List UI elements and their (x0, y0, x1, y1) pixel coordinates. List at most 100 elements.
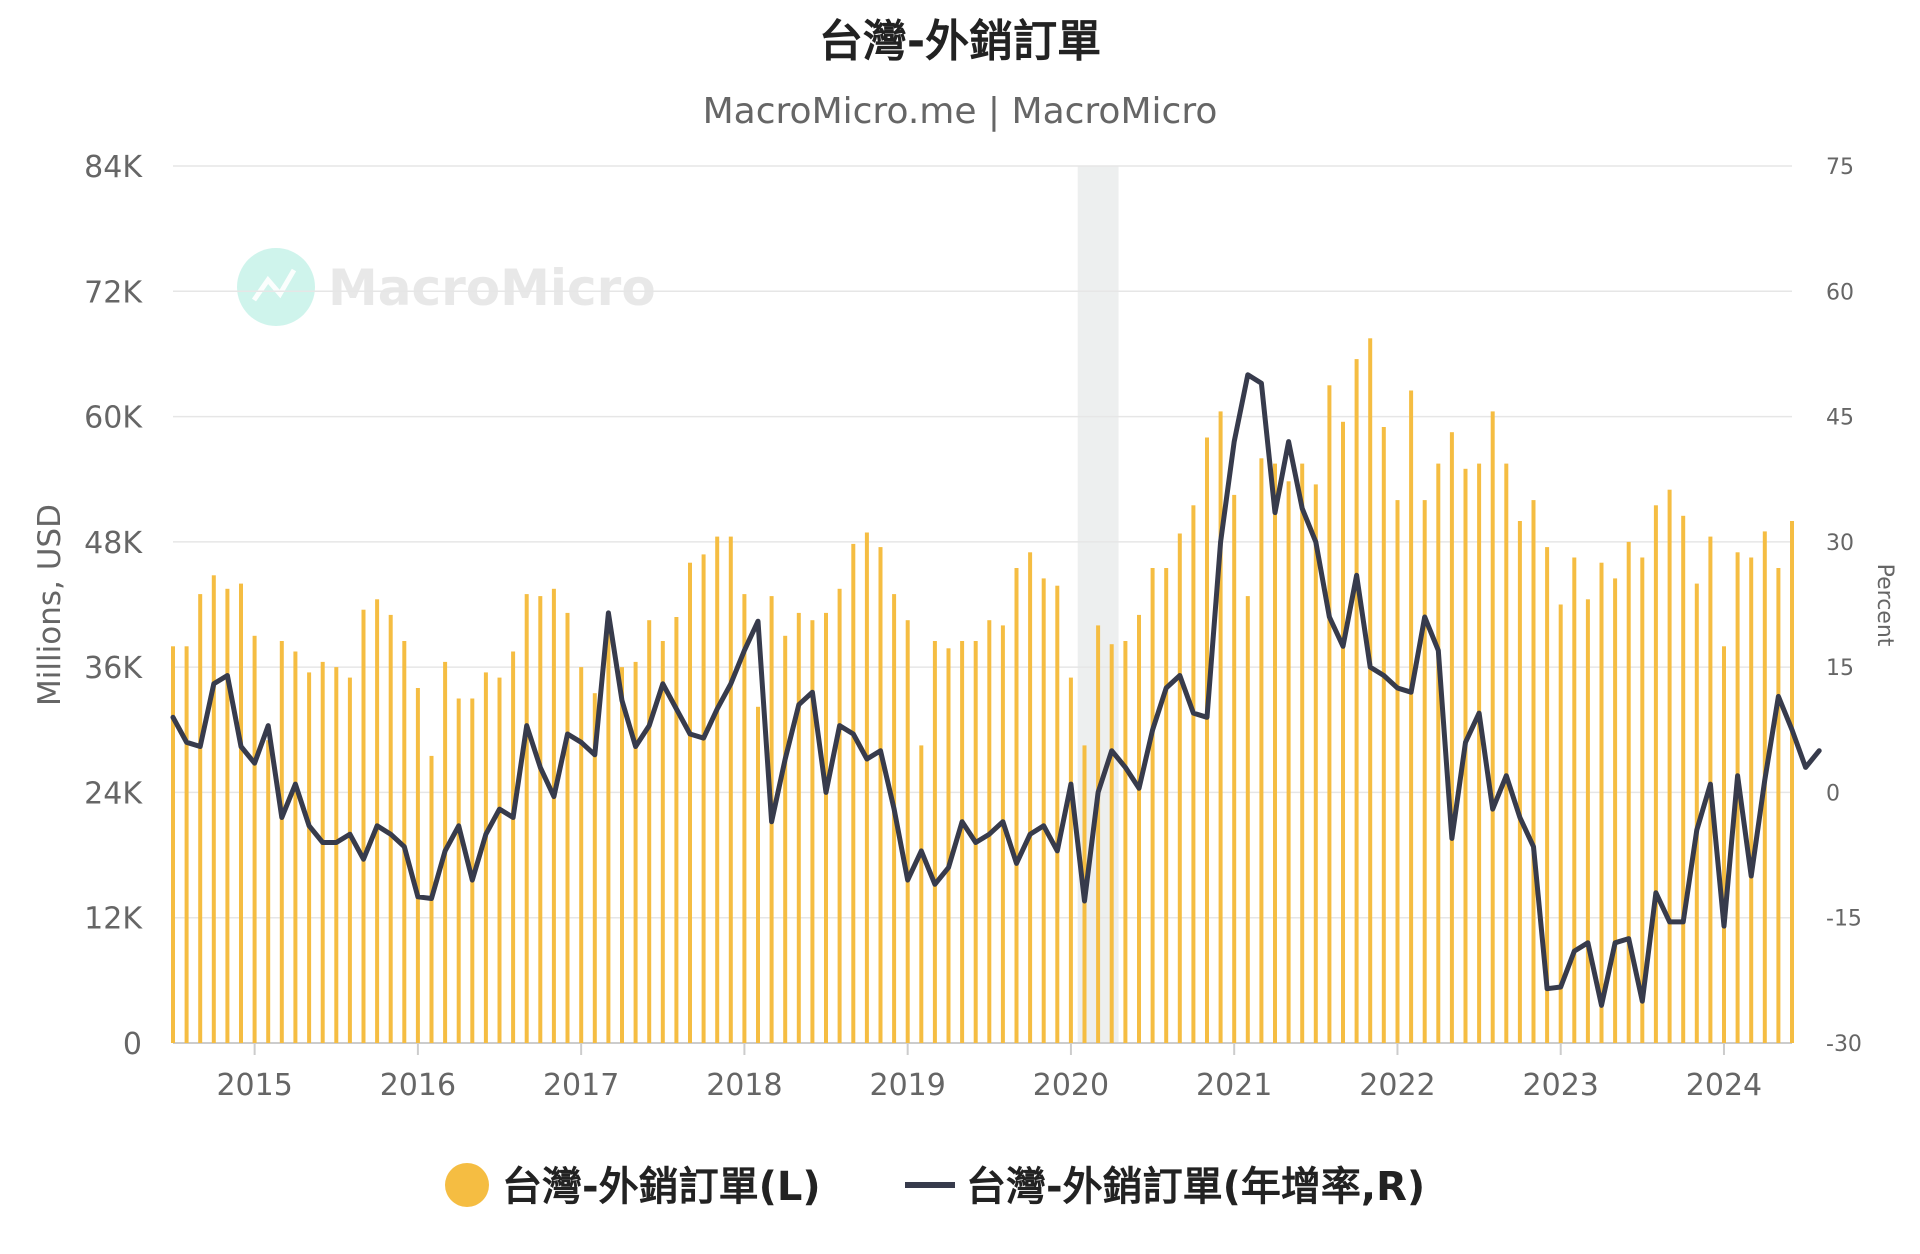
bar (198, 594, 203, 1043)
bar (592, 693, 597, 1043)
bar (796, 612, 801, 1043)
bar (279, 641, 284, 1043)
x-tick-label: 2015 (216, 1068, 292, 1103)
bar (1409, 390, 1414, 1043)
legend: 台灣-外銷訂單(L) 台灣-外銷訂單(年增率,R) (445, 1163, 1425, 1210)
bar (960, 641, 965, 1043)
bar-series (171, 338, 1794, 1044)
bar (375, 599, 380, 1043)
bar (1722, 646, 1726, 1043)
bar (1517, 521, 1522, 1043)
bar (1150, 568, 1155, 1043)
bar (1477, 463, 1482, 1044)
watermark: MacroMicro (237, 248, 656, 326)
bar (1681, 515, 1686, 1043)
bar (1028, 552, 1033, 1043)
bar (252, 635, 257, 1043)
bar (688, 562, 692, 1043)
bar (538, 596, 543, 1043)
bar (225, 588, 230, 1043)
y-right-tick-label: 0 (1826, 781, 1840, 806)
bar (307, 672, 312, 1043)
bar (1599, 562, 1604, 1043)
bar (1273, 463, 1277, 1044)
bar (1572, 557, 1577, 1043)
bar (1490, 411, 1495, 1043)
bar (660, 641, 665, 1043)
bar (1395, 500, 1400, 1044)
x-axis: 2015 2016 2017 2018 2019 2020 2021 2022 2023 2024 (216, 1043, 1762, 1103)
y-right-tick-label: 45 (1826, 406, 1854, 431)
y-left-tick-label: 24K (84, 776, 143, 811)
bar (810, 620, 815, 1043)
x-tick-label: 2023 (1523, 1068, 1599, 1103)
bar (1341, 421, 1345, 1043)
bar (1205, 437, 1209, 1043)
bar (946, 648, 951, 1043)
bar (1626, 541, 1631, 1043)
bar (1790, 521, 1794, 1043)
x-tick-label: 2018 (706, 1068, 782, 1103)
bar (1055, 585, 1060, 1043)
bar (837, 588, 842, 1043)
bar (1531, 500, 1536, 1044)
bar (824, 612, 828, 1043)
bar (1749, 557, 1754, 1043)
bar (932, 641, 937, 1043)
y-right-tick-label: 75 (1826, 155, 1854, 180)
y-left-tick-label: 84K (84, 150, 143, 185)
bar (1354, 359, 1359, 1044)
x-tick-label: 2022 (1359, 1068, 1435, 1103)
bar (211, 575, 216, 1043)
bar (1585, 599, 1590, 1043)
line-series (170, 372, 1822, 1008)
bar (1232, 494, 1237, 1043)
bar (756, 706, 760, 1043)
bar (483, 672, 488, 1043)
bar (1422, 500, 1427, 1044)
bar (171, 646, 175, 1043)
bar (1068, 677, 1073, 1043)
bar (620, 667, 624, 1043)
bar (293, 651, 298, 1043)
bar (1640, 557, 1645, 1043)
bar (919, 745, 924, 1043)
grid-lines (173, 165, 1792, 1044)
x-tick-label: 2019 (869, 1068, 945, 1103)
y-right-tick-label: 15 (1826, 656, 1854, 681)
bar (1014, 568, 1019, 1043)
bar (1191, 505, 1196, 1043)
y-right-tick-label: -30 (1826, 1032, 1862, 1057)
bar (1109, 644, 1114, 1043)
bar (1218, 411, 1223, 1043)
bar (388, 614, 393, 1043)
bar (579, 667, 584, 1043)
bar (1327, 385, 1332, 1044)
bar (1381, 427, 1386, 1043)
bar (456, 698, 461, 1043)
x-tick-label: 2021 (1196, 1068, 1272, 1103)
bar (1041, 578, 1046, 1043)
watermark-logo-chart-icon (251, 268, 297, 302)
bar (402, 641, 407, 1043)
x-tick-label: 2020 (1033, 1068, 1109, 1103)
y-left-tick-label: 12K (84, 902, 143, 937)
legend-bar-marker (445, 1163, 489, 1207)
bar (864, 532, 869, 1043)
bar (415, 688, 420, 1043)
y-left-tick-label: 36K (84, 651, 143, 686)
y-axis-right-label: Percent (1872, 564, 1897, 647)
bar (361, 609, 366, 1043)
bar (1096, 625, 1101, 1043)
bar (524, 594, 529, 1043)
chart-title: 台灣-外銷訂單 (819, 16, 1101, 67)
bar (1694, 583, 1699, 1043)
bar (1300, 463, 1305, 1044)
y-right-tick-label: 60 (1826, 280, 1854, 305)
legend-item-line: 台灣-外銷訂單(年增率,R) (966, 1164, 1425, 1210)
y-right-tick-label: -15 (1826, 907, 1862, 932)
bar (565, 612, 570, 1043)
bar (647, 620, 652, 1043)
yoy-line (170, 372, 1822, 1008)
